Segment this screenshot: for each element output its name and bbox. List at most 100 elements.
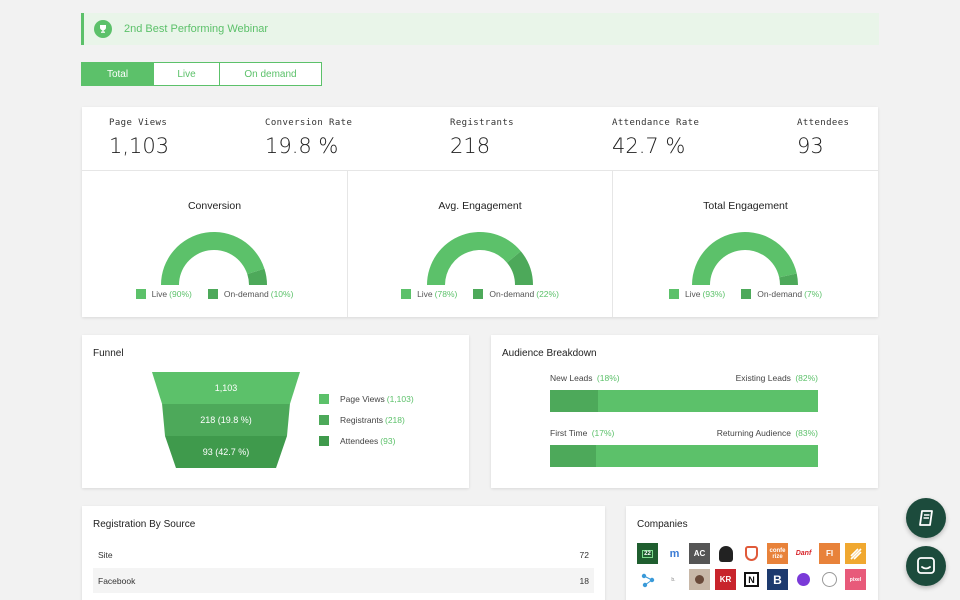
metric-label: Attendance Rate — [612, 118, 700, 128]
metric-conversion-rate: Conversion Rate 19.8 % — [265, 118, 352, 158]
metric-attendance-rate: Attendance Rate 42.7 % — [612, 118, 699, 158]
legend-label: On-demand — [757, 289, 803, 299]
metric-page-views: Page Views 1,103 — [109, 118, 169, 158]
legend-label: Page Views — [340, 393, 385, 404]
metric-value: 218 — [450, 134, 491, 158]
chat-button[interactable] — [906, 546, 946, 586]
gauge-legend: Live (93%) On-demand (7%) — [613, 289, 878, 299]
metric-label: Page Views — [109, 118, 168, 128]
metric-label: Conversion Rate — [265, 118, 353, 128]
company-logo[interactable] — [845, 543, 866, 564]
gauge-legend: Live (78%) On-demand (22%) — [348, 289, 612, 299]
table-row: Facebook 18 — [93, 568, 594, 593]
view-tabs: Total Live On demand — [81, 62, 322, 86]
company-logo[interactable]: FI — [819, 543, 840, 564]
legend-pct: (7%) — [804, 289, 823, 299]
left-label: New Leads (18%) — [550, 373, 620, 383]
registration-by-source-card: Registration By Source Site 72 Facebook … — [82, 506, 605, 600]
book-icon — [919, 510, 933, 526]
company-logo[interactable] — [793, 569, 814, 590]
left-label: First Time (17%) — [550, 428, 614, 438]
metrics-divider — [82, 170, 878, 171]
funnel-chart: 1,103 218 (19.8 %) 93 (42.7 %) — [152, 372, 300, 468]
legend-value: (93) — [380, 435, 396, 446]
tab-live[interactable]: Live — [154, 63, 220, 85]
banner-text: 2nd Best Performing Webinar — [124, 23, 269, 35]
legend-label: Live — [684, 289, 701, 299]
label-text: Returning Audience — [716, 428, 791, 438]
company-logo[interactable]: AC — [689, 543, 710, 564]
company-logo[interactable] — [715, 543, 736, 564]
metric-value: 1,103 — [109, 134, 170, 158]
company-logo[interactable]: 22 — [637, 543, 658, 564]
gauge-live-arc — [427, 232, 521, 285]
source-name: Facebook — [98, 575, 136, 586]
funnel-card: Funnel 1,103 218 (19.8 %) 93 (42.7 %) Pa… — [82, 335, 469, 488]
metric-label: Attendees — [797, 118, 850, 128]
legend-swatch — [668, 289, 679, 299]
right-label: Returning Audience (83%) — [717, 428, 818, 438]
legend-value: (218) — [385, 414, 405, 425]
legend-swatch — [207, 289, 218, 299]
metric-value: 42.7 % — [612, 134, 686, 158]
legend-pct: (90%) — [169, 289, 192, 299]
leads-bar — [550, 390, 818, 412]
metric-registrants: Registrants 218 — [450, 118, 514, 158]
company-logo[interactable]: b. — [663, 569, 684, 590]
card-title: Funnel — [93, 348, 124, 359]
legend-label: Live — [417, 289, 433, 299]
company-logo[interactable] — [689, 569, 710, 590]
company-logo[interactable] — [819, 569, 840, 590]
funnel-segment-registrants: 218 (19.8 %) — [162, 404, 290, 436]
legend-swatch — [319, 435, 329, 446]
source-name: Site — [98, 549, 113, 560]
funnel-legend: Page Views (1,103) Registrants (218) Atten… — [319, 388, 414, 451]
gauge-on-demand-arc — [779, 273, 798, 285]
chat-icon — [917, 557, 935, 574]
company-logo[interactable]: Danf — [793, 543, 814, 564]
label-text: Existing Leads — [735, 373, 791, 383]
conversion-gauge-panel: Conversion Live (90%) On-demand (10%) — [82, 171, 347, 317]
bar-labels: New Leads (18%) Existing Leads (82%) — [550, 373, 818, 383]
gauge-on-demand-arc — [247, 268, 267, 285]
trophy-icon — [94, 20, 112, 38]
companies-card: Companies 22 m AC confe rize Danf FI b. … — [626, 506, 878, 600]
legend-pct: (22%) — [536, 289, 559, 299]
legend-live: Live (90%) — [135, 289, 192, 299]
gauge-title: Avg. Engagement — [438, 200, 522, 212]
company-logo[interactable] — [637, 569, 658, 590]
total-engagement-gauge — [692, 232, 798, 285]
legend-label: Registrants — [340, 414, 383, 425]
legend-swatch — [741, 289, 752, 299]
metric-value: 19.8 % — [265, 134, 339, 158]
conversion-gauge — [161, 232, 267, 285]
legend-swatch — [135, 289, 146, 299]
tab-on-demand[interactable]: On demand — [244, 68, 297, 80]
company-logo[interactable]: B — [767, 569, 788, 590]
label-text: First Time — [550, 428, 588, 438]
legend-swatch — [319, 393, 329, 404]
label-pct: (17%) — [591, 428, 615, 438]
company-logo[interactable]: m — [664, 543, 685, 564]
company-logo[interactable]: N — [741, 569, 762, 590]
avg-engagement-gauge-panel: Avg. Engagement Live (78%) On-demand (22%) — [347, 171, 612, 317]
knowledge-base-button[interactable] — [906, 498, 946, 538]
company-logo[interactable]: KR — [715, 569, 736, 590]
legend-label: On-demand — [489, 289, 535, 299]
metric-attendees: Attendees 93 — [797, 118, 849, 158]
company-logo[interactable]: pixel — [845, 569, 866, 590]
table-row: Site 72 — [93, 542, 594, 567]
legend-live: Live (93%) — [668, 289, 725, 299]
label-pct: (18%) — [596, 373, 620, 383]
total-engagement-gauge-panel: Total Engagement Live (93%) On-demand (7%) — [612, 171, 878, 317]
legend-swatch — [473, 289, 484, 299]
company-logo[interactable] — [741, 543, 762, 564]
gauge-on-demand-arc — [506, 251, 533, 285]
tab-total[interactable]: Total — [82, 63, 154, 85]
company-logo[interactable]: confe rize — [767, 543, 788, 564]
gauge-live-arc — [692, 232, 797, 285]
legend-swatch — [319, 414, 329, 425]
gauge-legend: Live (90%) On-demand (10%) — [82, 289, 347, 299]
audience-breakdown-card: Audience Breakdown New Leads (18%) Exist… — [491, 335, 878, 488]
label-text: New Leads — [550, 373, 593, 383]
